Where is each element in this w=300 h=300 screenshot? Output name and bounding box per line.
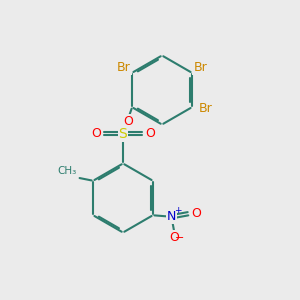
Text: O: O xyxy=(91,127,101,140)
Text: O: O xyxy=(169,231,179,244)
Text: Br: Br xyxy=(117,61,130,74)
Text: O: O xyxy=(123,115,133,128)
Text: Br: Br xyxy=(194,61,207,74)
Text: O: O xyxy=(192,207,202,220)
Text: O: O xyxy=(145,127,155,140)
Text: N: N xyxy=(167,210,176,223)
Text: S: S xyxy=(118,127,127,140)
Text: −: − xyxy=(175,233,184,243)
Text: CH₃: CH₃ xyxy=(57,166,76,176)
Text: Br: Br xyxy=(199,102,212,115)
Text: +: + xyxy=(174,206,181,215)
